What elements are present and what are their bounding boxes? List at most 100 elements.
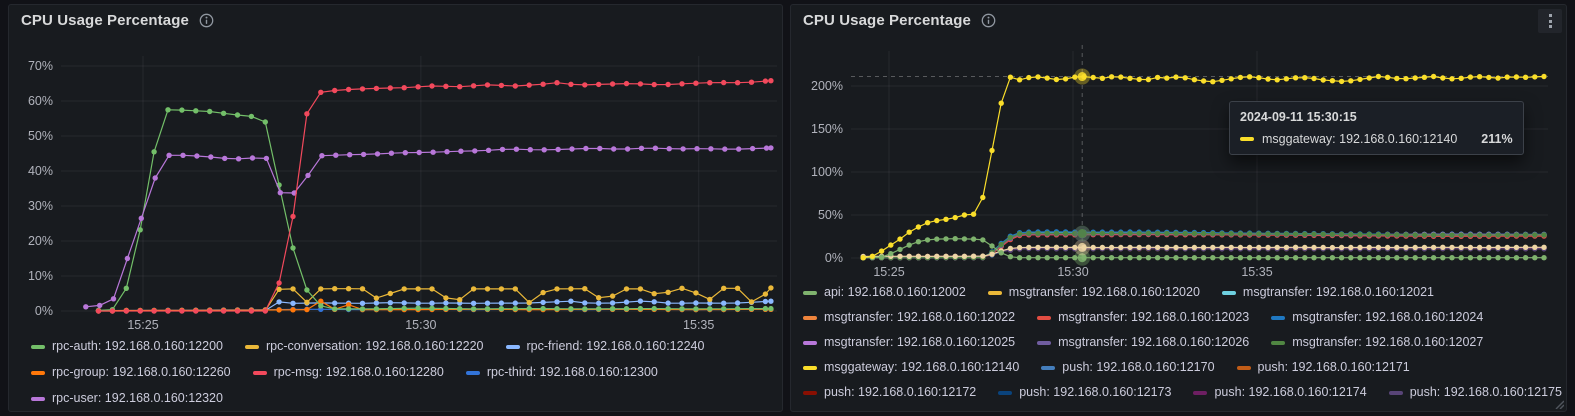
svg-text:10%: 10% (28, 269, 53, 283)
legend-item[interactable]: msgtransfer: 192.168.0.160:12022 (803, 308, 1015, 327)
legend-item[interactable]: push: 192.168.0.160:12171 (1236, 358, 1410, 377)
legend-series-swatch (244, 344, 259, 349)
info-icon[interactable] (199, 13, 214, 28)
legend-row: msgtransfer: 192.168.0.160:12025 msgtrans… (803, 333, 1566, 352)
svg-text:15:35: 15:35 (683, 318, 714, 332)
svg-text:15:30: 15:30 (405, 318, 436, 332)
legend-series-swatch (1037, 315, 1052, 320)
legend-item[interactable]: rpc-conversation: 192.168.0.160:12220 (244, 337, 484, 356)
legend-series-swatch (1221, 290, 1236, 295)
legend-item[interactable]: msgtransfer: 192.168.0.160:12025 (803, 333, 1015, 352)
legend-row: api: 192.168.0.160:12002 msgtransfer: 192… (803, 283, 1566, 302)
legend-item[interactable]: rpc-auth: 192.168.0.160:12200 (31, 337, 223, 356)
legend-series-label: rpc-user: 192.168.0.160:12320 (52, 391, 223, 405)
legend-item[interactable]: msgtransfer: 192.168.0.160:12024 (1271, 308, 1483, 327)
legend-item[interactable]: msgtransfer: 192.168.0.160:12021 (1221, 283, 1434, 302)
legend-item[interactable]: push: 192.168.0.160:12173 (998, 383, 1171, 402)
legend-item[interactable]: push: 192.168.0.160:12172 (803, 383, 976, 402)
legend-item[interactable]: msggateway: 192.168.0.160:12140 (803, 358, 1019, 377)
legend-item[interactable]: push: 192.168.0.160:12174 (1193, 383, 1367, 402)
legend-series-swatch (1236, 365, 1251, 370)
legend-series-swatch (998, 390, 1013, 395)
legend-series-label: push: 192.168.0.160:12175 (1409, 385, 1562, 399)
legend-item[interactable]: push: 192.168.0.160:12175 (1388, 383, 1562, 402)
svg-text:50%: 50% (28, 129, 53, 143)
legend-item[interactable]: rpc-friend: 192.168.0.160:12240 (505, 337, 705, 356)
legend-series-label: push: 192.168.0.160:12172 (824, 385, 977, 399)
legend-series-label: push: 192.168.0.160:12170 (1062, 360, 1215, 374)
legend-item[interactable]: api: 192.168.0.160:12002 (803, 283, 966, 302)
legend-item[interactable]: rpc-third: 192.168.0.160:12300 (465, 363, 658, 382)
legend-series-swatch (465, 370, 480, 375)
cpu-chart-plot[interactable]: 0% 10% 20% 30% 40% 50% 60% 70% 15:25 15:30 15:35 (9, 5, 782, 335)
legend-series-label: msgtransfer: 192.168.0.160:12020 (1008, 285, 1200, 299)
legend-series-swatch (803, 365, 817, 370)
legend-row: push: 192.168.0.160:12172 push: 192.168.0… (803, 383, 1566, 402)
legend-series-swatch (1193, 390, 1208, 395)
legend-item[interactable]: rpc-msg: 192.168.0.160:12280 (252, 363, 444, 382)
legend-series-label: msgtransfer: 192.168.0.160:12025 (824, 335, 1016, 349)
chart-legend: rpc-auth: 192.168.0.160:12200 rpc-convers… (9, 337, 782, 411)
legend-item[interactable]: push: 192.168.0.160:12170 (1041, 358, 1215, 377)
svg-text:40%: 40% (28, 164, 53, 178)
svg-text:60%: 60% (28, 94, 53, 108)
svg-text:0%: 0% (35, 304, 53, 318)
legend-series-label: push: 192.168.0.160:12173 (1019, 385, 1172, 399)
legend-series-swatch (987, 290, 1002, 295)
legend-series-label: api: 192.168.0.160:12002 (824, 285, 966, 299)
legend-series-label: msgtransfer: 192.168.0.160:12027 (1292, 335, 1484, 349)
legend-series-label: msgtransfer: 192.168.0.160:12022 (824, 310, 1016, 324)
cpu-chart-plot[interactable]: 0% 50% 100% 150% 200% 15:25 15:30 15:35 (791, 5, 1566, 281)
legend-item[interactable]: msgtransfer: 192.168.0.160:12023 (1037, 308, 1249, 327)
legend-series-swatch (1388, 390, 1403, 395)
panel-header[interactable]: CPU Usage Percentage (791, 5, 1566, 35)
legend-series-swatch (803, 390, 817, 395)
svg-text:200%: 200% (811, 79, 843, 93)
tooltip-series-value: 211% (1481, 132, 1513, 146)
legend-series-swatch (803, 290, 817, 295)
legend-series-swatch (1271, 315, 1286, 320)
legend-series-swatch (1037, 340, 1052, 345)
svg-text:15:35: 15:35 (1241, 265, 1272, 279)
legend-row: msggateway: 192.168.0.160:12140 push: 192… (803, 358, 1566, 377)
legend-item[interactable]: rpc-user: 192.168.0.160:12320 (31, 389, 223, 408)
panel-resize-handle[interactable] (1554, 399, 1564, 409)
legend-series-swatch (31, 370, 45, 375)
legend-item[interactable]: msgtransfer: 192.168.0.160:12026 (1037, 333, 1249, 352)
legend-series-label: push: 192.168.0.160:12174 (1214, 385, 1367, 399)
legend-series-label: rpc-conversation: 192.168.0.160:12220 (265, 339, 484, 353)
panel-title: CPU Usage Percentage (21, 11, 189, 29)
legend-item[interactable]: msgtransfer: 192.168.0.160:12020 (987, 283, 1200, 302)
legend-item[interactable]: msgtransfer: 192.168.0.160:12027 (1271, 333, 1483, 352)
legend-series-label: msggateway: 192.168.0.160:12140 (824, 360, 1020, 374)
legend-row: msgtransfer: 192.168.0.160:12022 msgtrans… (803, 308, 1566, 327)
legend-series-label: msgtransfer: 192.168.0.160:12023 (1058, 310, 1250, 324)
chart-legend: api: 192.168.0.160:12002 msgtransfer: 192… (791, 283, 1566, 408)
panel-menu-kebab-icon[interactable] (1538, 9, 1562, 33)
svg-text:70%: 70% (28, 59, 53, 73)
svg-text:100%: 100% (811, 165, 843, 179)
legend-series-label: rpc-msg: 192.168.0.160:12280 (273, 365, 444, 379)
svg-text:15:25: 15:25 (873, 265, 904, 279)
panel-cpu-usage-right: CPU Usage Percentage 0% 50% 100% 150% 200% 15… (790, 4, 1567, 412)
legend-series-swatch (803, 340, 817, 345)
info-icon[interactable] (981, 13, 996, 28)
svg-text:50%: 50% (818, 208, 843, 222)
legend-series-swatch (1271, 340, 1286, 345)
tooltip-timestamp: 2024-09-11 15:30:15 (1240, 110, 1357, 124)
svg-text:30%: 30% (28, 199, 53, 213)
legend-item[interactable]: rpc-group: 192.168.0.160:12260 (31, 363, 231, 382)
legend-series-label: rpc-auth: 192.168.0.160:12200 (52, 339, 223, 353)
legend-series-label: rpc-friend: 192.168.0.160:12240 (526, 339, 705, 353)
hover-tooltip: 2024-09-11 15:30:15 msggateway: 192.168.… (1229, 101, 1524, 155)
legend-series-swatch (505, 344, 520, 349)
legend-series-swatch (1041, 365, 1056, 370)
panel-title: CPU Usage Percentage (803, 11, 971, 29)
panel-header[interactable]: CPU Usage Percentage (9, 5, 782, 35)
legend-series-swatch (252, 370, 267, 375)
legend-row: rpc-user: 192.168.0.160:12320 (31, 389, 782, 408)
tooltip-series-label: msggateway: 192.168.0.160:12140 (1262, 132, 1458, 146)
legend-series-label: msgtransfer: 192.168.0.160:12024 (1292, 310, 1484, 324)
legend-row: rpc-group: 192.168.0.160:12260 rpc-msg: 1… (31, 363, 782, 382)
dashboard: CPU Usage Percentage 0% 10% 20% 30% 40% 50% 60… (8, 4, 1567, 412)
